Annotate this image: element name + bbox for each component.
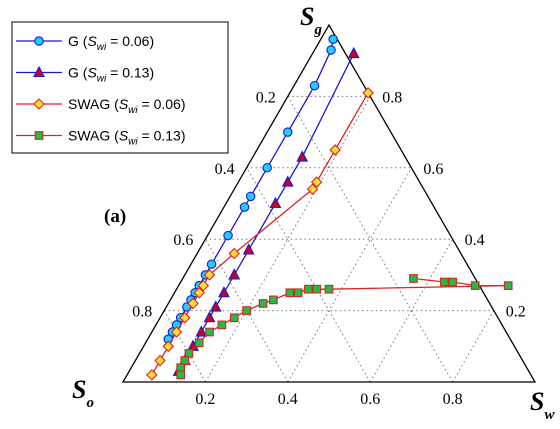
data-point xyxy=(228,247,241,260)
data-point xyxy=(309,80,320,91)
data-point xyxy=(304,284,313,294)
data-point xyxy=(228,268,241,280)
data-point xyxy=(195,325,208,337)
gridline-so xyxy=(246,167,371,383)
gridline-sw xyxy=(287,167,412,383)
data-point xyxy=(329,144,341,156)
tick-label-right: 0.8 xyxy=(382,89,402,106)
data-point xyxy=(146,369,158,381)
tick-label-left: 0.4 xyxy=(215,161,235,178)
data-point xyxy=(262,163,272,173)
tick-label-bottom: 0.6 xyxy=(360,391,380,408)
series-line xyxy=(180,277,509,375)
panel-label: (a) xyxy=(104,206,126,227)
series-3 xyxy=(146,87,374,381)
gridline-sw xyxy=(204,96,371,383)
data-point xyxy=(440,277,449,287)
tick-label-bottom: 0.4 xyxy=(278,391,298,408)
tick-label-right: 0.4 xyxy=(465,232,485,249)
data-point xyxy=(193,286,205,299)
data-point xyxy=(409,274,418,283)
tick-label-bottom: 0.2 xyxy=(195,391,215,408)
data-point xyxy=(180,356,190,365)
data-point xyxy=(162,340,175,353)
data-point xyxy=(239,202,250,212)
gridline-sw xyxy=(369,238,454,383)
tick-labels: 0.2 0.4 0.6 0.8 0.2 0.4 0.6 0.8 0.8 0.6 0.4 0.2 xyxy=(132,89,526,408)
data-point xyxy=(312,284,321,294)
data-point xyxy=(197,279,210,292)
data-point xyxy=(223,230,233,241)
data-point xyxy=(194,338,204,348)
data-point xyxy=(217,320,227,330)
gridline-so xyxy=(287,96,454,383)
data-point xyxy=(306,183,319,195)
data-point xyxy=(285,288,295,298)
triangle-frame xyxy=(121,23,537,383)
tick-label-left: 0.6 xyxy=(173,232,193,249)
data-point xyxy=(206,259,217,269)
data-point xyxy=(184,349,194,358)
data-point xyxy=(362,87,374,99)
data-point xyxy=(310,176,323,188)
tick-label-left: 0.2 xyxy=(256,89,276,106)
legend-marker xyxy=(33,98,45,110)
data-point xyxy=(203,269,216,281)
legend-items: G (Swi = 0.06) G (Swi = 0.13) SWAG (Swi = … xyxy=(16,33,185,148)
legend: G (Swi = 0.06) G (Swi = 0.13) SWAG (Swi = … xyxy=(11,21,229,154)
data-point xyxy=(296,150,309,162)
tick-label-left: 0.8 xyxy=(132,304,152,321)
data-point xyxy=(503,281,513,290)
data-point xyxy=(179,311,191,324)
legend-box xyxy=(11,21,229,154)
data-point xyxy=(154,354,166,367)
data-point xyxy=(470,281,480,290)
data-point xyxy=(229,313,239,323)
data-point xyxy=(242,243,255,255)
data-point xyxy=(205,327,214,337)
grid xyxy=(163,95,495,383)
data-point xyxy=(324,284,334,294)
data-point xyxy=(258,299,268,308)
data-point xyxy=(176,370,186,380)
legend-marker xyxy=(33,65,45,78)
series-layer xyxy=(146,34,513,381)
tick-label-bottom: 0.8 xyxy=(443,391,463,408)
tick-label-right: 0.6 xyxy=(423,161,443,178)
vertex-label-right: Sw xyxy=(530,387,555,423)
data-point xyxy=(283,127,293,137)
data-point xyxy=(242,306,251,315)
legend-label: SWAG (Swi = 0.06) xyxy=(68,96,185,116)
series-4 xyxy=(176,274,513,380)
vertex-label-left: So xyxy=(72,375,94,411)
data-point xyxy=(326,45,336,55)
data-point xyxy=(293,288,303,298)
data-point xyxy=(347,46,360,59)
data-point xyxy=(269,196,282,209)
gridline-sw xyxy=(452,310,495,383)
gridline-so xyxy=(163,310,206,383)
legend-label: SWAG (Swi = 0.13) xyxy=(68,128,185,148)
data-point xyxy=(448,277,457,287)
vertex-label-top: Sg xyxy=(300,2,322,38)
data-point xyxy=(170,326,183,338)
data-point xyxy=(281,175,294,187)
data-point xyxy=(209,300,222,312)
tick-label-right: 0.2 xyxy=(506,304,526,321)
data-point xyxy=(269,295,278,305)
data-point xyxy=(218,286,230,298)
legend-label: G (Swi = 0.06) xyxy=(68,33,154,53)
legend-marker xyxy=(34,131,44,140)
data-point xyxy=(187,297,199,310)
legend-marker xyxy=(34,36,44,46)
legend-label: G (Swi = 0.13) xyxy=(68,65,154,85)
data-point xyxy=(176,363,186,373)
data-point xyxy=(203,311,216,323)
data-point xyxy=(328,34,338,45)
data-point xyxy=(245,191,256,202)
